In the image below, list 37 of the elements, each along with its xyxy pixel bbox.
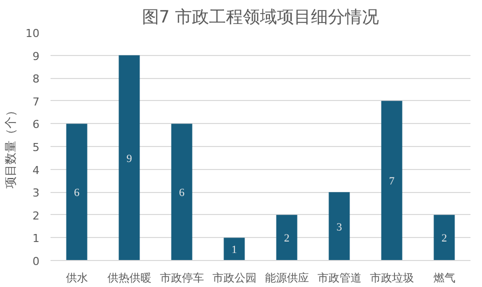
data-label: 3 — [336, 221, 342, 234]
data-label: 7 — [389, 176, 395, 188]
x-tick-label: 市政公园 — [212, 272, 256, 284]
x-tick-label: 市政管道 — [317, 272, 362, 284]
bar — [276, 214, 298, 260]
data-label: 6 — [179, 187, 185, 200]
x-tick-label: 能源供应 — [264, 272, 309, 284]
bar — [224, 238, 245, 260]
y-tick-label: 0 — [32, 255, 40, 268]
x-tick-label: 供热供暖 — [107, 272, 152, 284]
y-tick-label: 6 — [32, 118, 40, 132]
y-tick-label: 3 — [32, 186, 40, 200]
data-label: 2 — [284, 232, 290, 245]
y-tick-label: 4 — [32, 164, 40, 177]
y-tick-label: 9 — [32, 50, 40, 63]
y-tick-label: 5 — [32, 141, 40, 154]
x-tick-label: 供水 — [66, 272, 88, 284]
data-label: 2 — [442, 232, 447, 245]
y-tick-label: 2 — [32, 209, 40, 222]
chart-title: 图7 市政工程领域项目细分情况 — [142, 8, 380, 28]
x-tick-label: 市政垃圾 — [370, 272, 414, 284]
y-axis-title: 项目数量（个） — [4, 104, 18, 188]
y-tick-label: 1 — [32, 232, 40, 246]
x-tick-label: 燃气 — [433, 272, 456, 284]
y-tick-label: 10 — [26, 27, 40, 40]
bar — [328, 192, 350, 260]
data-label: 6 — [74, 187, 80, 200]
data-label: 9 — [126, 152, 132, 165]
y-tick-label: 7 — [32, 95, 40, 108]
bar — [118, 55, 140, 260]
bar — [66, 124, 88, 260]
bar — [381, 100, 402, 260]
y-tick-label: 8 — [32, 72, 40, 86]
x-tick-label: 市政停车 — [160, 272, 204, 284]
bar — [171, 124, 192, 260]
data-label: 1 — [232, 244, 237, 256]
bar — [434, 214, 455, 260]
